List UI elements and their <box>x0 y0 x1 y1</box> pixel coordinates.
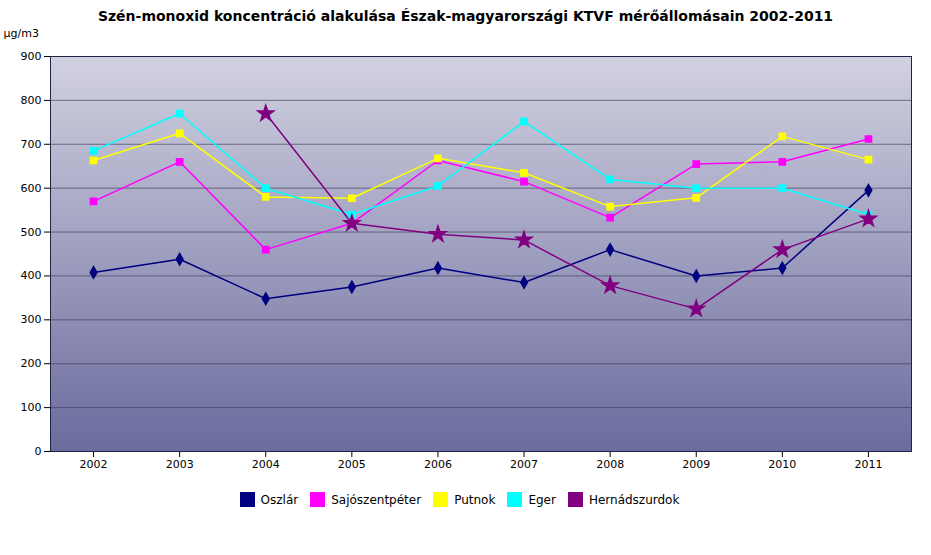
svg-text:µg/m3: µg/m3 <box>4 27 39 40</box>
svg-text:2004: 2004 <box>252 458 280 471</box>
svg-text:2003: 2003 <box>166 458 194 471</box>
svg-text:400: 400 <box>21 269 42 282</box>
html-text:Sajószentpéter: Sajószentpéter <box>331 492 422 507</box>
html-text:Oszlár: Oszlár <box>260 492 299 507</box>
svg-text:900: 900 <box>21 50 42 63</box>
svg-text:300: 300 <box>21 313 42 326</box>
svg-text:2005: 2005 <box>338 458 366 471</box>
html-text:Hernádszurdok: Hernádszurdok <box>588 492 680 507</box>
svg-text:600: 600 <box>21 182 42 195</box>
svg-text:2011: 2011 <box>854 458 882 471</box>
svg-text:2009: 2009 <box>682 458 710 471</box>
svg-text:100: 100 <box>21 401 42 414</box>
svg-text:2008: 2008 <box>596 458 624 471</box>
svg-text:0: 0 <box>35 445 42 458</box>
svg-text:700: 700 <box>21 138 42 151</box>
html-text:Eger: Eger <box>528 492 556 507</box>
svg-text:2007: 2007 <box>510 458 538 471</box>
html-text:Putnok: Putnok <box>454 492 496 507</box>
svg-text:800: 800 <box>21 94 42 107</box>
svg-text:200: 200 <box>21 357 42 370</box>
svg-text:2006: 2006 <box>424 458 452 471</box>
svg-text:2002: 2002 <box>80 458 108 471</box>
html-text:Szén-monoxid koncentráció alak: Szén-monoxid koncentráció alakulása Észa… <box>97 8 834 24</box>
svg-text:500: 500 <box>21 226 42 239</box>
svg-text:2010: 2010 <box>768 458 796 471</box>
